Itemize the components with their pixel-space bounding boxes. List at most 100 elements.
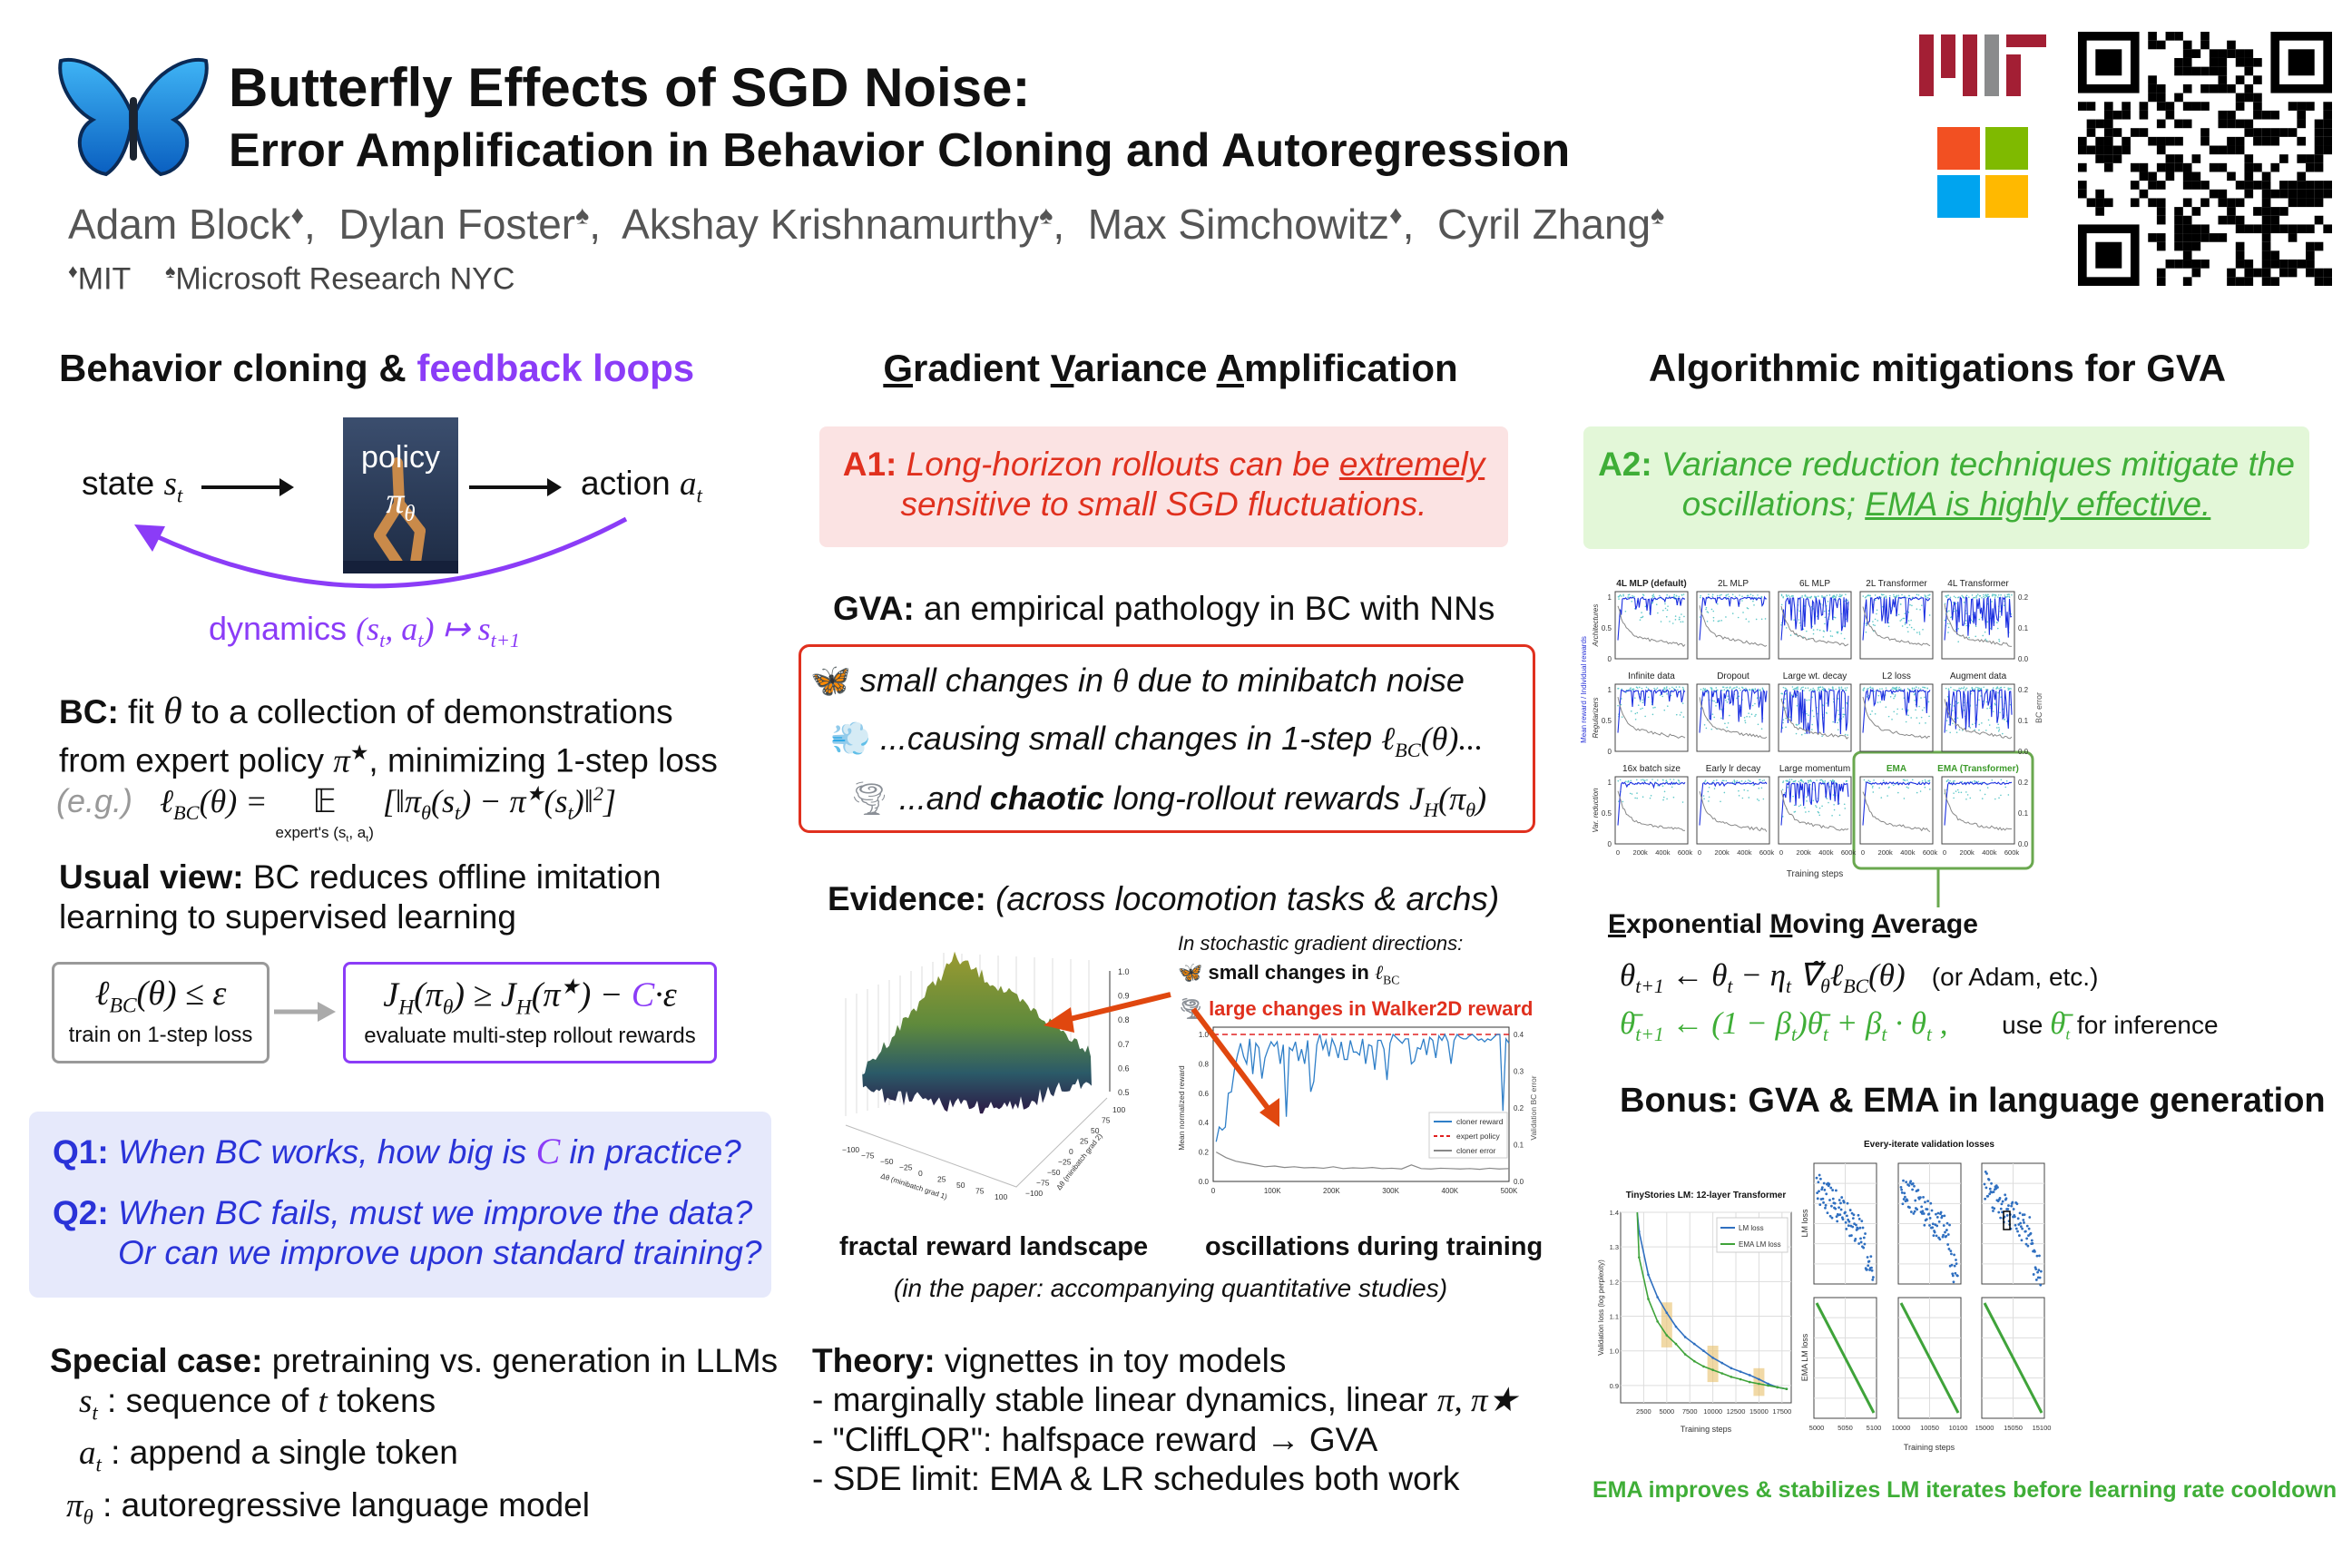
qr-module [2323,181,2332,190]
reward-dot [1799,688,1802,691]
reward-dot [1798,619,1800,621]
reward-dot [1928,593,1931,596]
reward-dot [1629,688,1632,691]
qr-module [2314,241,2324,251]
policy-symbol: πθ [386,480,416,526]
qr-module [2148,172,2157,181]
lm-loss-point [1824,1203,1828,1207]
qr-module [2095,198,2104,208]
reward-dot [1971,594,1974,596]
qr-module [2235,241,2245,251]
qr-module [2218,198,2228,208]
qr-module [2235,198,2245,208]
qr-module [2182,83,2192,93]
language-model-charts: TinyStories LM: 12-layer Transformer0.91… [1597,1140,2051,1452]
lm-loss-point [2035,1254,2039,1258]
qr-module [2306,260,2315,269]
reward-dot [1811,723,1814,726]
qr-module [2078,162,2087,172]
reward-dot [1786,595,1788,598]
gva-definition: GVA: an empirical pathology in BC with N… [833,590,1495,627]
qr-module [2261,241,2271,251]
reward-dot [1904,779,1906,781]
qr-module [2297,154,2307,163]
reward-dot [1953,792,1955,794]
reward-dot [1781,816,1784,818]
ema-lm-loss-line [1815,1302,1876,1414]
lm-loss-point [2001,1210,2004,1214]
qr-module [2218,162,2228,172]
reward-dot [1945,596,1948,599]
reward-dot [1801,596,1803,599]
reward-dot [1958,687,1960,690]
reward-dot [1916,791,1918,794]
qr-code[interactable] [2078,32,2332,286]
list-item: - SDE limit: EMA & LR schedules both wor… [812,1460,1460,1497]
qr-module [2078,181,2087,190]
qr-module [2103,136,2113,146]
reward-dot [1836,593,1838,596]
qr-module [2182,277,2192,286]
y-tick-label: −100 [1025,1189,1043,1198]
lm-loss-point [1912,1211,1916,1215]
qr-module [2209,162,2219,172]
reward-dot [1663,790,1666,793]
qr-module [2270,128,2280,137]
panel-frame [1859,591,1934,660]
reward-dot [1728,595,1730,598]
reward-dot [1781,789,1784,791]
reward-dot [1984,596,1986,599]
qr-module [2288,198,2298,208]
qr-module [2261,181,2271,190]
y-tick-label: 0.5 [1602,624,1612,632]
x-tick-label: 12500 [1727,1407,1746,1416]
reward-dot [1913,693,1916,696]
qr-finder [2095,49,2122,76]
reward-dot [1962,596,1965,599]
qr-module [2227,110,2236,120]
lm-loss-point [1867,1259,1871,1263]
policy-robot-image: policy πθ [343,417,458,573]
author: Max Simchowitz♦, [1087,201,1415,248]
reward-dot [1760,595,1763,598]
panel-title: EMA (Transformer) [1937,764,2019,774]
reward-dot [1674,596,1676,599]
reward-dot [1910,717,1912,719]
qr-module [2297,172,2307,181]
reward-dot [1662,609,1664,612]
lm-loss-point [1993,1207,1996,1210]
reward-dot [1740,779,1743,782]
lm-loss-point [2022,1219,2025,1221]
y-tick-label: 100 [1112,1105,1125,1114]
reward-dot [1992,710,1994,712]
lm-loss-point [2005,1214,2009,1217]
reward-dot [1642,796,1644,799]
qr-module [2253,75,2262,84]
lm-loss-point [2010,1204,2014,1208]
reward-dot [1723,791,1726,794]
x-tick-label: −50 [880,1157,894,1166]
caption-quantitative-studies: (in the paper: accompanying quantitative… [893,1274,1448,1302]
lm-loss-point [2039,1283,2043,1287]
lm-loss-point [2030,1239,2034,1242]
reward-dot [1928,715,1930,718]
reward-dot [1944,603,1946,605]
panel-frame [1941,591,2015,660]
y-tick-label: 0.4 [1199,1119,1210,1127]
reward-dot [2005,779,2008,782]
reward-dot [2008,688,2010,691]
reward-dot [2000,593,2002,596]
reward-dot [1999,687,2002,689]
qr-module [2165,154,2175,163]
lm-loss-point [1824,1206,1827,1210]
reward-dot [1873,779,1875,781]
reward-dot [1960,687,1963,689]
lm-loss-point [1851,1225,1855,1229]
reward-dot [1757,723,1759,726]
reward-dot [1650,794,1652,797]
reward-dot [2007,687,2009,690]
reward-dot [1716,603,1719,605]
reward-dot [2009,687,2011,690]
reward-dot [1748,712,1749,714]
reward-dot [1734,687,1736,689]
